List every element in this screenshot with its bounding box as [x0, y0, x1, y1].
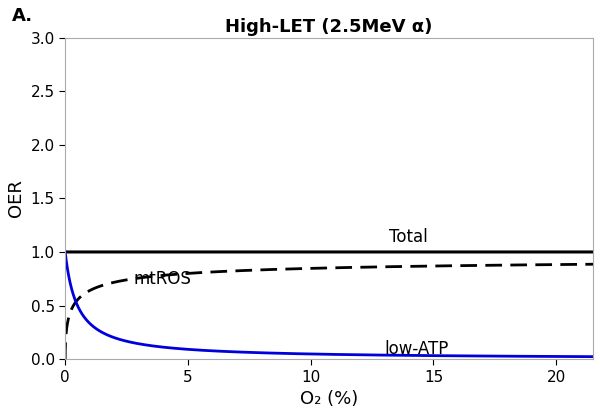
Title: High-LET (2.5MeV α): High-LET (2.5MeV α) — [226, 18, 433, 36]
Text: A.: A. — [13, 7, 34, 25]
Y-axis label: OER: OER — [7, 179, 25, 217]
Text: low-ATP: low-ATP — [385, 340, 449, 358]
Text: Total: Total — [389, 227, 428, 246]
X-axis label: O₂ (%): O₂ (%) — [300, 390, 358, 408]
Text: mtROS: mtROS — [134, 270, 192, 288]
